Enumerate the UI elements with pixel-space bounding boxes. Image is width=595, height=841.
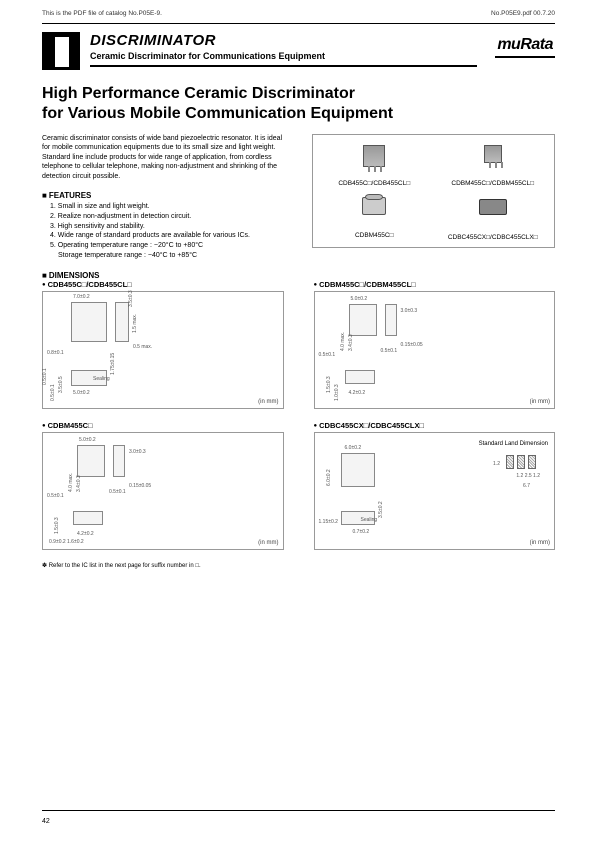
product-cell: CDB455C□/CDB455CL□ (321, 141, 428, 187)
dim-annot: 3.5±0.2 (378, 501, 384, 518)
dim-annot: 7.0±0.2 (73, 294, 90, 300)
page-number: 42 (42, 818, 50, 825)
dim-annot: 3.0±0.3 (129, 449, 146, 455)
product-label: CDBM455C□ (321, 232, 428, 239)
dimension-title: CDBM455C□/CDBM455CL□ (314, 280, 556, 289)
dimensions-heading: DIMENSIONS (42, 271, 555, 280)
dim-annot: 3.4±0.3 (348, 334, 354, 351)
dim-annot: 5.0±0.2 (79, 437, 96, 443)
dim-annot: 1.2 (493, 461, 500, 467)
brand-logo: muRata (495, 32, 555, 58)
dim-annot: 3.5±0.3 (128, 290, 134, 307)
dimension-panel: CDBM455C□ 5.0±0.2 3.0±0.3 4.0 max. 3.4±0… (42, 421, 284, 550)
dim-annot: 4.0 max. (68, 473, 74, 492)
dim-annot: 0.5±0.1 (319, 352, 336, 358)
dim-unit: (in mm) (530, 399, 550, 405)
dim-annot: Sealing (361, 517, 378, 523)
dim-annot: 1.75±0.15 (110, 353, 116, 375)
dim-annot: 1.15±0.2 (319, 519, 338, 525)
feature-item: 5. Operating temperature range : −20°C t… (50, 241, 292, 261)
dim-annot: 0.5±0.1 (381, 348, 398, 354)
page-title: High Performance Ceramic Discriminator f… (42, 84, 555, 124)
feature-item: 2. Realize non-adjustment in detection c… (50, 212, 292, 222)
dim-annot: 6.7 (523, 483, 530, 489)
package-photo (484, 145, 502, 163)
dim-annot: 0.15±0.05 (129, 483, 151, 489)
dim-annot: 1.6±0.2 (67, 539, 84, 545)
dim-unit: (in mm) (258, 399, 278, 405)
dim-annot: 0.5±0.1 (109, 489, 126, 495)
footer-rule (42, 810, 555, 811)
product-label: CDBM455C□/CDBM455CL□ (440, 180, 547, 187)
dim-annot: 6.0±0.2 (326, 469, 332, 486)
dim-annot: 0.15±0.05 (401, 342, 423, 348)
category-title: DISCRIMINATOR (90, 32, 477, 49)
dim-annot: Sealing (93, 376, 110, 382)
footnote: ✽ Refer to the IC list in the next page … (42, 562, 555, 569)
dim-annot: 0.9±0.2 (49, 539, 66, 545)
dimension-title: CDBC455CX□/CDBC455CLX□ (314, 421, 556, 430)
dim-annot: 0.5±0.1 (42, 368, 48, 385)
package-photo (363, 145, 385, 167)
dim-annot: 1.5±0.3 (326, 376, 332, 393)
dim-annot: 4.2±0.2 (77, 531, 94, 537)
dimension-panel: CDBM455C□/CDBM455CL□ 5.0±0.2 3.0±0.3 4.0… (314, 280, 556, 409)
header-left: This is the PDF file of catalog No.P05E-… (42, 10, 162, 17)
land-pads (506, 455, 536, 469)
dim-annot: 5.0±0.2 (73, 390, 90, 396)
dim-annot: 1.5 max. (132, 314, 138, 333)
header-right: No.P05E9.pdf 00.7.20 (491, 10, 555, 17)
dim-annot: 0.5±0.1 (50, 384, 56, 401)
feature-item: 4. Wide range of standard products are a… (50, 231, 292, 241)
feature-item: 1. Small in size and light weight. (50, 202, 292, 212)
dimension-title: CDB455C□/CDB455CL□ (42, 280, 284, 289)
product-cell: CDBM455C□ (321, 191, 428, 241)
intro-paragraph: Ceramic discriminator consists of wide b… (42, 134, 292, 181)
dim-annot: 5.0±0.2 (351, 296, 368, 302)
land-heading: Standard Land Dimension (479, 441, 548, 447)
dim-annot: 4.2±0.2 (349, 390, 366, 396)
title-text-block: DISCRIMINATOR Ceramic Discriminator for … (90, 32, 477, 67)
dim-annot: 1.0±0.3 (334, 384, 340, 401)
package-photo (362, 197, 386, 215)
product-label: CDBC455CX□/CDBC455CLX□ (440, 234, 547, 241)
dim-annot: 1.2 2.5 1.2 (516, 473, 540, 479)
dim-unit: (in mm) (530, 540, 550, 546)
dim-annot: 6.0±0.2 (345, 445, 362, 451)
dimension-panel: CDB455C□/CDB455CL□ 7.0±0.2 3.5±0.3 0.5 m… (42, 280, 284, 409)
dim-unit: (in mm) (258, 540, 278, 546)
dim-annot: 1.5±0.3 (54, 517, 60, 534)
category-icon (42, 32, 80, 70)
header-rule (42, 23, 555, 24)
product-cell: CDBM455C□/CDBM455CL□ (440, 141, 547, 187)
dim-annot: 0.7±0.2 (353, 529, 370, 535)
product-photo-grid: CDB455C□/CDB455CL□ CDBM455C□/CDBM455CL□ … (312, 134, 555, 248)
features-heading: FEATURES (42, 191, 292, 202)
dim-annot: 0.8±0.1 (47, 350, 64, 356)
dim-annot: 4.0 max. (340, 332, 346, 351)
feature-item: 3. High sensitivity and stability. (50, 222, 292, 232)
dimension-title: CDBM455C□ (42, 421, 284, 430)
dim-annot: 0.5±0.1 (47, 493, 64, 499)
dim-annot: 3.5±0.5 (58, 376, 64, 393)
product-cell: CDBC455CX□/CDBC455CLX□ (440, 191, 547, 241)
dim-annot: 0.5 max. (133, 344, 152, 350)
product-label: CDB455C□/CDB455CL□ (321, 180, 428, 187)
dim-annot: 3.0±0.3 (401, 308, 418, 314)
dimension-panel: CDBC455CX□/CDBC455CLX□ 6.0±0.2 6.0±0.2 3… (314, 421, 556, 550)
dim-annot: 3.4±0.3 (76, 475, 82, 492)
features-list: 1. Small in size and light weight. 2. Re… (42, 202, 292, 261)
category-subtitle: Ceramic Discriminator for Communications… (90, 51, 477, 61)
package-photo (479, 199, 507, 215)
